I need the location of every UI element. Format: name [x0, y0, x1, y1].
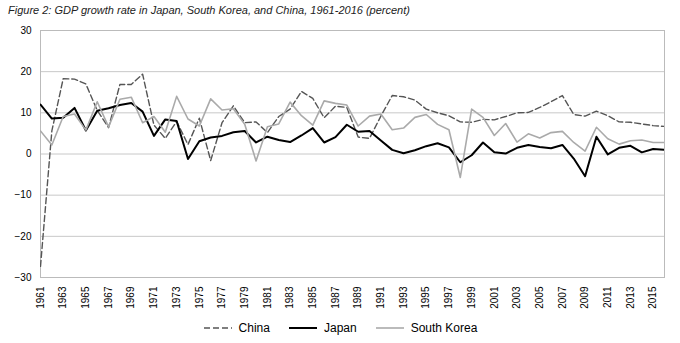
html-text:South Korea: South Korea — [410, 321, 478, 335]
svg-text:2009: 2009 — [579, 286, 590, 309]
svg-text:1967: 1967 — [103, 286, 114, 309]
svg-text:1963: 1963 — [57, 286, 68, 309]
svg-text:2011: 2011 — [602, 286, 613, 308]
svg-text:30: 30 — [20, 25, 32, 36]
svg-text:2001: 2001 — [489, 286, 500, 309]
svg-text:1971: 1971 — [148, 286, 159, 309]
svg-text:−10: −10 — [15, 189, 32, 200]
svg-text:2007: 2007 — [557, 286, 568, 309]
svg-text:20: 20 — [20, 66, 32, 77]
svg-text:2015: 2015 — [647, 286, 658, 309]
html-text:China: China — [238, 321, 270, 335]
svg-text:1999: 1999 — [466, 286, 477, 309]
svg-text:−30: −30 — [15, 272, 32, 283]
svg-text:1961: 1961 — [35, 286, 46, 309]
svg-text:1983: 1983 — [284, 286, 295, 309]
svg-text:1977: 1977 — [216, 286, 227, 309]
svg-text:1969: 1969 — [125, 286, 136, 309]
svg-text:1993: 1993 — [398, 286, 409, 309]
svg-text:2005: 2005 — [534, 286, 545, 309]
svg-text:1991: 1991 — [375, 286, 386, 309]
svg-text:1989: 1989 — [352, 286, 363, 309]
svg-text:1979: 1979 — [239, 286, 250, 309]
svg-text:1997: 1997 — [443, 286, 454, 309]
html-text:Figure 2: GDP growth rate in J: Figure 2: GDP growth rate in Japan, Sout… — [8, 4, 410, 16]
svg-text:−20: −20 — [15, 231, 32, 242]
svg-text:1973: 1973 — [171, 286, 182, 309]
svg-text:10: 10 — [20, 107, 32, 118]
svg-text:2003: 2003 — [511, 286, 522, 309]
svg-text:1995: 1995 — [420, 286, 431, 309]
svg-text:1985: 1985 — [307, 286, 318, 309]
svg-text:1975: 1975 — [194, 286, 205, 309]
html-text:Japan: Japan — [324, 321, 357, 335]
svg-text:1965: 1965 — [80, 286, 91, 309]
svg-text:1981: 1981 — [262, 286, 273, 309]
svg-text:0: 0 — [26, 148, 32, 159]
svg-text:2013: 2013 — [625, 286, 636, 309]
svg-text:1987: 1987 — [330, 286, 341, 309]
